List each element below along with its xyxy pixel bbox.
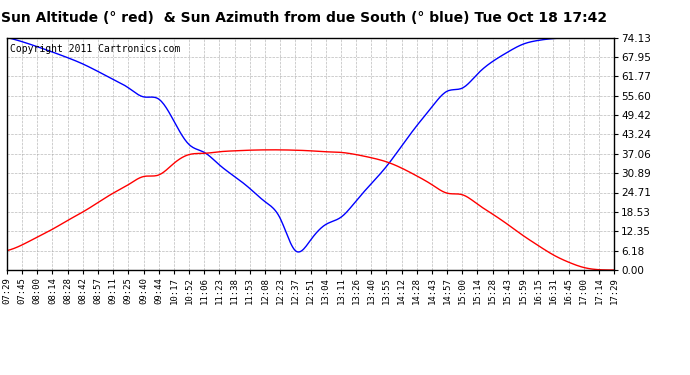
- Text: Sun Altitude (° red)  & Sun Azimuth from due South (° blue) Tue Oct 18 17:42: Sun Altitude (° red) & Sun Azimuth from …: [1, 11, 607, 25]
- Text: Copyright 2011 Cartronics.com: Copyright 2011 Cartronics.com: [10, 45, 180, 54]
